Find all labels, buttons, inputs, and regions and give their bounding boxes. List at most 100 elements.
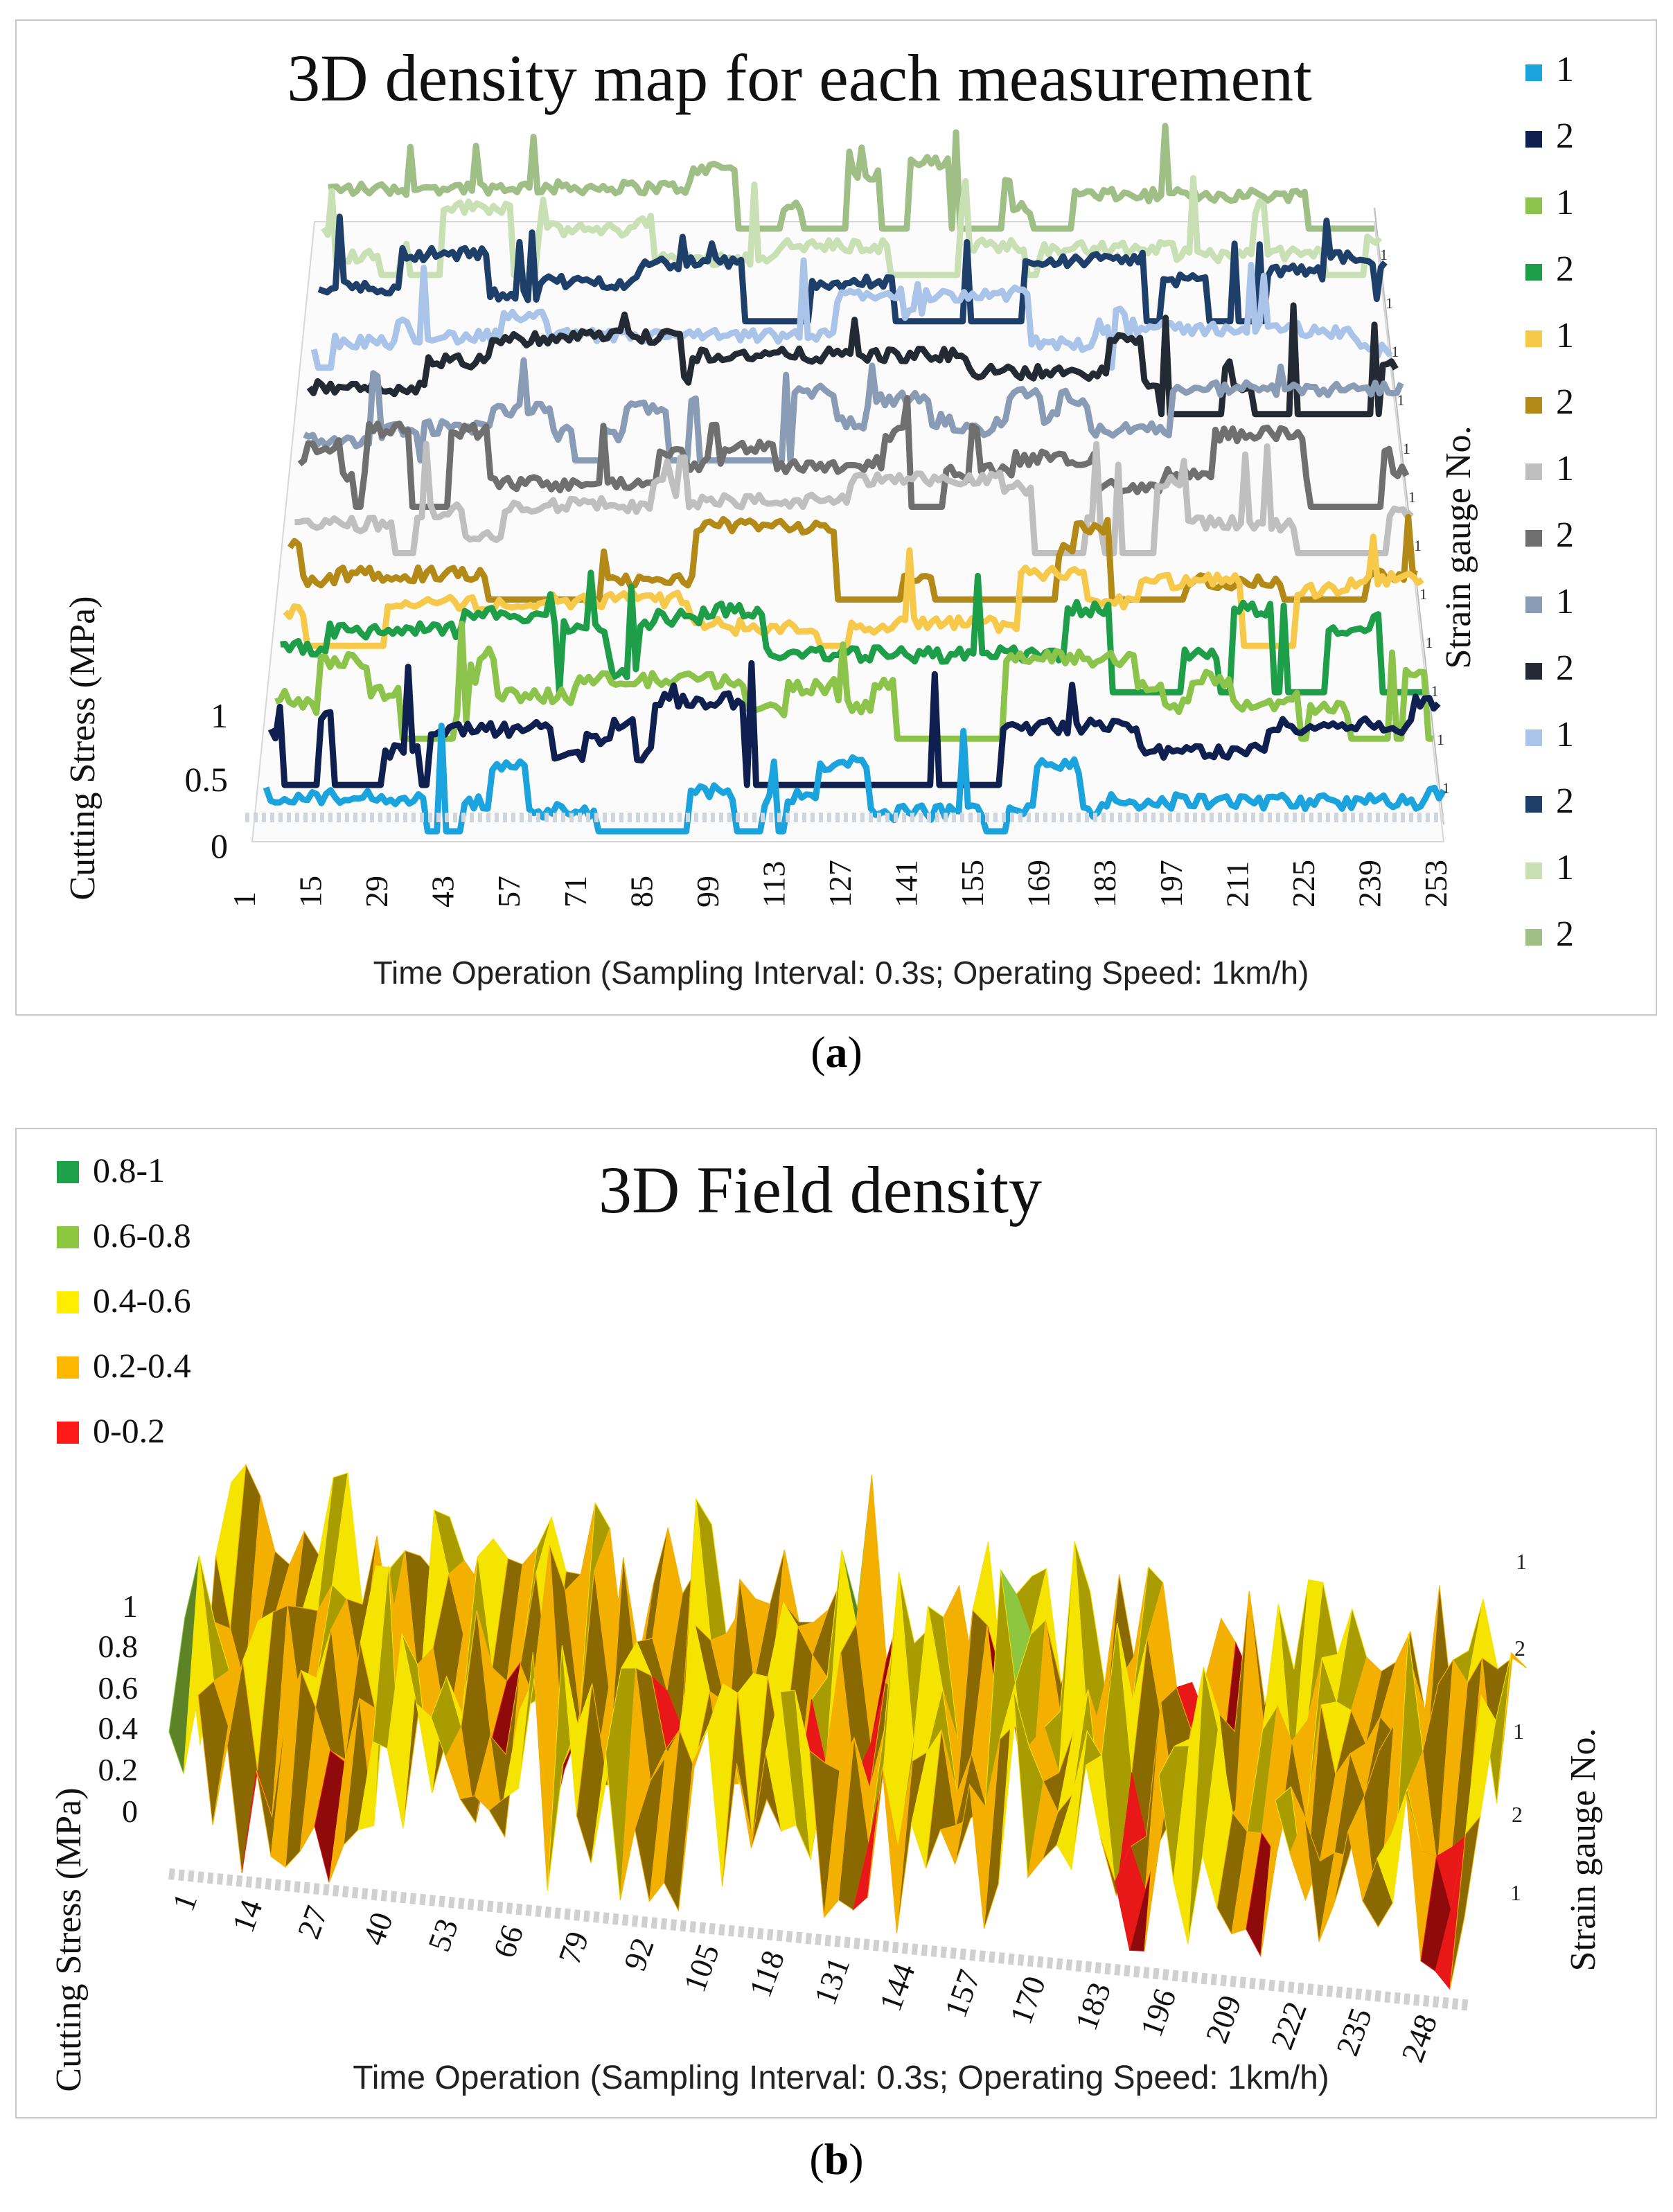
caption-b: (b) bbox=[809, 2134, 864, 2184]
x-tick-label: 15 bbox=[293, 876, 328, 908]
legend-swatch bbox=[1525, 131, 1542, 148]
depth-axis-label: Strain gauge No. bbox=[1439, 426, 1478, 669]
y-tick-label: 1 bbox=[122, 1589, 138, 1624]
depth-tick-label: 1 bbox=[1380, 246, 1388, 263]
legend-swatch bbox=[1525, 929, 1542, 946]
x-tick-label: 196 bbox=[1133, 1984, 1183, 2041]
legend-swatch bbox=[57, 1422, 79, 1444]
y-axis-label: Cutting Stress (MPa) bbox=[63, 596, 103, 900]
x-tick-label: 27 bbox=[290, 1901, 335, 1943]
caption-b-letter: b bbox=[824, 2134, 849, 2184]
x-tick-label: 105 bbox=[677, 1940, 727, 1997]
y-tick-label: 0.6 bbox=[98, 1670, 139, 1706]
x-tick-label: 253 bbox=[1418, 860, 1453, 908]
depth-tick-label: 1 bbox=[1425, 634, 1433, 651]
series-line bbox=[294, 441, 1414, 556]
depth-tick-label: 1 bbox=[1431, 682, 1439, 700]
legend-swatch bbox=[1525, 397, 1542, 414]
x-tick-label: 85 bbox=[623, 876, 659, 908]
x-tick-label: 57 bbox=[491, 876, 526, 908]
legend: 0.8-1 0.6-0.8 0.4-0.6 0.2-0.4 0-0.2 bbox=[57, 1151, 191, 1450]
legend-swatch bbox=[1525, 530, 1542, 547]
legend-label: 0.4-0.6 bbox=[93, 1281, 191, 1320]
depth-tick-label: 1 bbox=[1419, 585, 1427, 603]
legend-label: 2 bbox=[1556, 382, 1574, 422]
x-axis-line bbox=[168, 1868, 1472, 2011]
depth-tick-label: 1 bbox=[1386, 294, 1393, 312]
legend-label: 2 bbox=[1556, 249, 1574, 289]
series-line bbox=[321, 175, 1383, 278]
x-tick-label: 1 bbox=[227, 892, 262, 908]
x-tick-label: 99 bbox=[690, 876, 725, 908]
x-tick-label: 183 bbox=[1087, 860, 1122, 908]
x-tick-label: 1 bbox=[166, 1888, 204, 1915]
x-tick-label: 222 bbox=[1264, 1997, 1313, 2054]
legend-label: 1 bbox=[1556, 848, 1574, 887]
legend-swatch bbox=[1525, 197, 1542, 214]
caption-a-letter: a bbox=[825, 1027, 848, 1077]
x-tick-label: 155 bbox=[955, 860, 990, 908]
depth-tick-label: 1 bbox=[1442, 779, 1450, 797]
depth-tick-label: 1 bbox=[1408, 488, 1416, 506]
x-tick-label: 183 bbox=[1068, 1978, 1118, 2035]
surface-mesh bbox=[168, 1463, 1528, 2011]
depth-tick-label: 2 bbox=[1512, 1802, 1523, 1827]
x-axis-ticks: 1 15 29 43 57 71 85 99 113 127 141 155 169 183 197 211 2… bbox=[227, 813, 1453, 908]
depth-tick-label: 1 bbox=[1414, 537, 1422, 554]
x-tick-label: 53 bbox=[421, 1914, 466, 1956]
legend-swatch bbox=[1525, 862, 1542, 879]
legend-label: 2 bbox=[1556, 914, 1574, 954]
x-tick-label: 29 bbox=[359, 876, 394, 908]
y-axis-ticks: 0 0.2 0.4 0.6 0.8 1 bbox=[98, 1589, 139, 1829]
y-axis-ticks: 00.51 bbox=[185, 696, 229, 865]
depth-axis-label: Strain gauge No. bbox=[1564, 1728, 1603, 1972]
legend-label: 1 bbox=[1556, 316, 1574, 355]
x-tick-label: 248 bbox=[1395, 2010, 1444, 2067]
legend-swatch bbox=[57, 1356, 79, 1379]
series-line bbox=[280, 569, 1428, 696]
x-tick-label: 40 bbox=[355, 1908, 400, 1950]
x-tick-label: 239 bbox=[1352, 860, 1387, 908]
series-line bbox=[274, 620, 1433, 742]
y-tick-label: 0.2 bbox=[98, 1752, 139, 1787]
depth-axis-ticks: 1 2 1 2 1 bbox=[1510, 1549, 1527, 1905]
legend-swatch bbox=[1525, 463, 1542, 480]
depth-tick-label: 1 bbox=[1510, 1880, 1521, 1905]
y-tick-label: 0 bbox=[122, 1794, 138, 1829]
chart-panel-a: 3D density map for each measurement 1 15 2… bbox=[15, 19, 1657, 1016]
depth-tick-label: 1 bbox=[1397, 391, 1405, 409]
x-tick-label: 43 bbox=[425, 876, 461, 908]
legend-label: 0.2-0.4 bbox=[93, 1346, 191, 1385]
legend-swatch bbox=[1525, 663, 1542, 680]
x-tick-label: 79 bbox=[551, 1927, 596, 1969]
legend: 1 2 1 2 1 2 1 2 1 2 1 2 1 2 bbox=[1525, 50, 1574, 954]
legend-swatch bbox=[1525, 729, 1542, 746]
x-tick-label: 235 bbox=[1329, 2003, 1379, 2060]
x-axis-label: Time Operation (Sampling Interval: 0.3s;… bbox=[353, 2060, 1329, 2096]
legend-swatch bbox=[1525, 264, 1542, 281]
depth-axis-ticks: 1 1 1 1 1 1 1 1 1 1 1 1 bbox=[1380, 246, 1450, 797]
depth-tick-label: 2 bbox=[1514, 1636, 1525, 1661]
x-tick-label: 113 bbox=[756, 861, 791, 908]
y-tick-label: 0.4 bbox=[98, 1710, 139, 1746]
y-tick-label: 1 bbox=[211, 696, 228, 735]
legend-swatch bbox=[57, 1226, 79, 1248]
series-line bbox=[306, 302, 1399, 418]
legend-label: 1 bbox=[1556, 50, 1574, 89]
series-line bbox=[287, 513, 1418, 603]
density-map-chart: 3D density map for each measurement 1 15 2… bbox=[63, 41, 1574, 991]
x-tick-label: 170 bbox=[1003, 1972, 1053, 2028]
legend-swatch bbox=[1525, 330, 1542, 347]
legend-swatch bbox=[1525, 796, 1542, 813]
depth-tick-label: 1 bbox=[1437, 731, 1444, 748]
x-tick-label: 141 bbox=[889, 860, 924, 908]
x-tick-label: 92 bbox=[617, 1933, 661, 1975]
legend-label: 2 bbox=[1556, 781, 1574, 821]
legend-label: 2 bbox=[1556, 515, 1574, 555]
legend-label: 0.6-0.8 bbox=[93, 1216, 191, 1255]
chart-title: 3D Field density bbox=[599, 1153, 1042, 1227]
x-tick-label: 127 bbox=[822, 860, 858, 908]
field-density-chart: 3D Field density 1 14 27 40 53 66 79 92 105 118 13… bbox=[49, 1151, 1603, 2096]
x-tick-label: 211 bbox=[1219, 861, 1255, 908]
y-tick-label: 0.5 bbox=[185, 760, 229, 799]
